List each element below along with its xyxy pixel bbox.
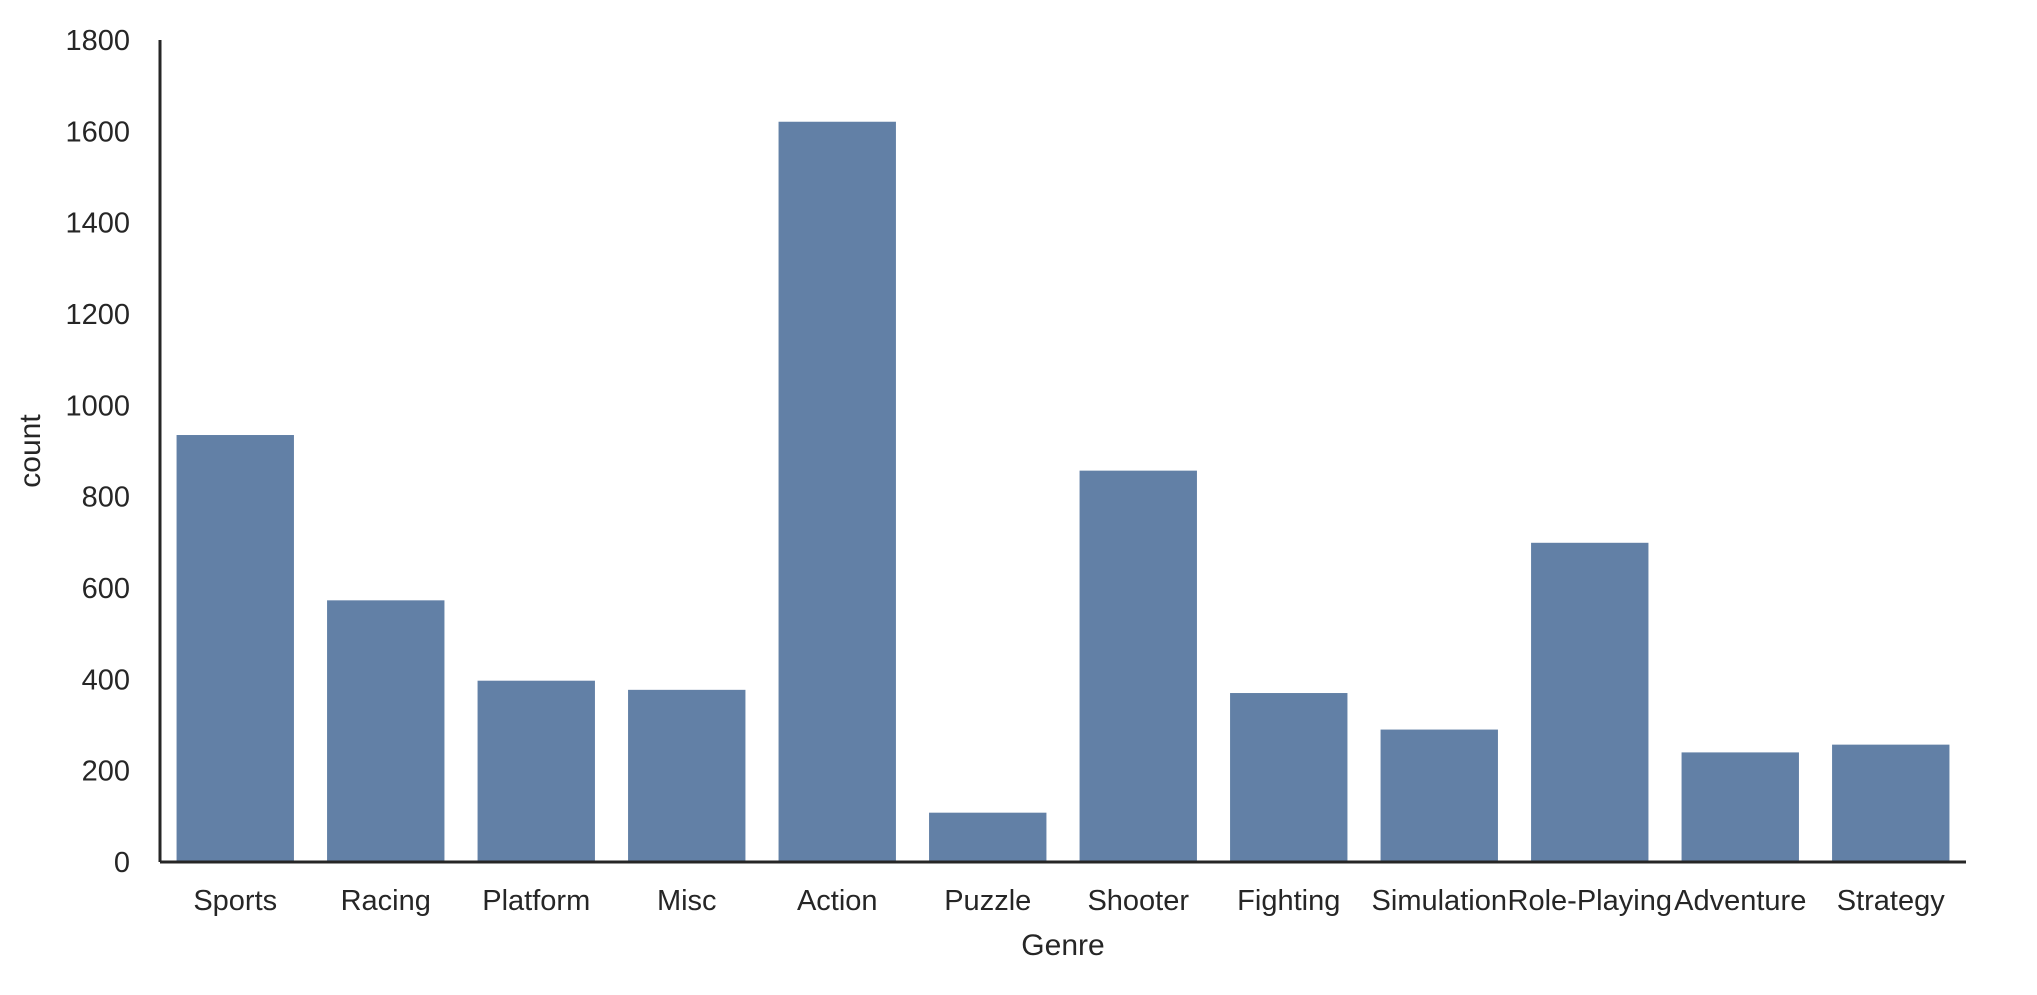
x-category-label: Sports (193, 885, 277, 917)
x-category-label: Fighting (1237, 885, 1340, 917)
bar-action (778, 121, 896, 863)
x-category-label: Simulation (1372, 885, 1507, 917)
y-tick-label: 1800 (65, 25, 130, 57)
x-category-label: Racing (341, 885, 431, 917)
bar-fighting (1230, 693, 1348, 862)
bars-group (176, 121, 1950, 863)
y-tick-label: 200 (82, 756, 130, 788)
y-tick-labels: 0 200 400 600 800 1000 1200 1400 1600 1800 (65, 25, 130, 879)
y-axis-title: count (14, 414, 47, 488)
bar-role-playing (1531, 542, 1649, 862)
x-category-label: Adventure (1674, 885, 1806, 917)
bar-adventure (1681, 752, 1799, 862)
bar-platform (477, 680, 595, 862)
bar-sports (176, 435, 294, 862)
y-tick-label: 1200 (65, 299, 130, 331)
y-tick-label: 600 (82, 573, 130, 605)
x-category-label: Puzzle (944, 885, 1031, 917)
bar-shooter (1079, 470, 1197, 862)
x-category-label: Misc (657, 885, 717, 917)
x-category-label: Shooter (1087, 885, 1189, 917)
bar-racing (327, 600, 445, 862)
y-tick-label: 400 (82, 664, 130, 696)
y-tick-label: 1000 (65, 390, 130, 422)
bar-misc (628, 689, 746, 862)
x-category-label: Action (797, 885, 878, 917)
x-category-labels: Sports Racing Platform Misc Action Puzzle Shoo… (193, 885, 1945, 917)
y-tick-label: 0 (114, 847, 130, 879)
x-axis-title: Genre (1021, 929, 1104, 962)
bar-puzzle (929, 812, 1047, 862)
x-category-label: Platform (482, 885, 590, 917)
y-tick-label: 1400 (65, 208, 130, 240)
bar-strategy (1832, 744, 1950, 862)
x-category-label: Role-Playing (1508, 885, 1672, 917)
x-category-label: Strategy (1837, 885, 1945, 917)
y-tick-label: 800 (82, 482, 130, 514)
bar-simulation (1380, 729, 1498, 862)
y-tick-label: 1600 (65, 116, 130, 148)
